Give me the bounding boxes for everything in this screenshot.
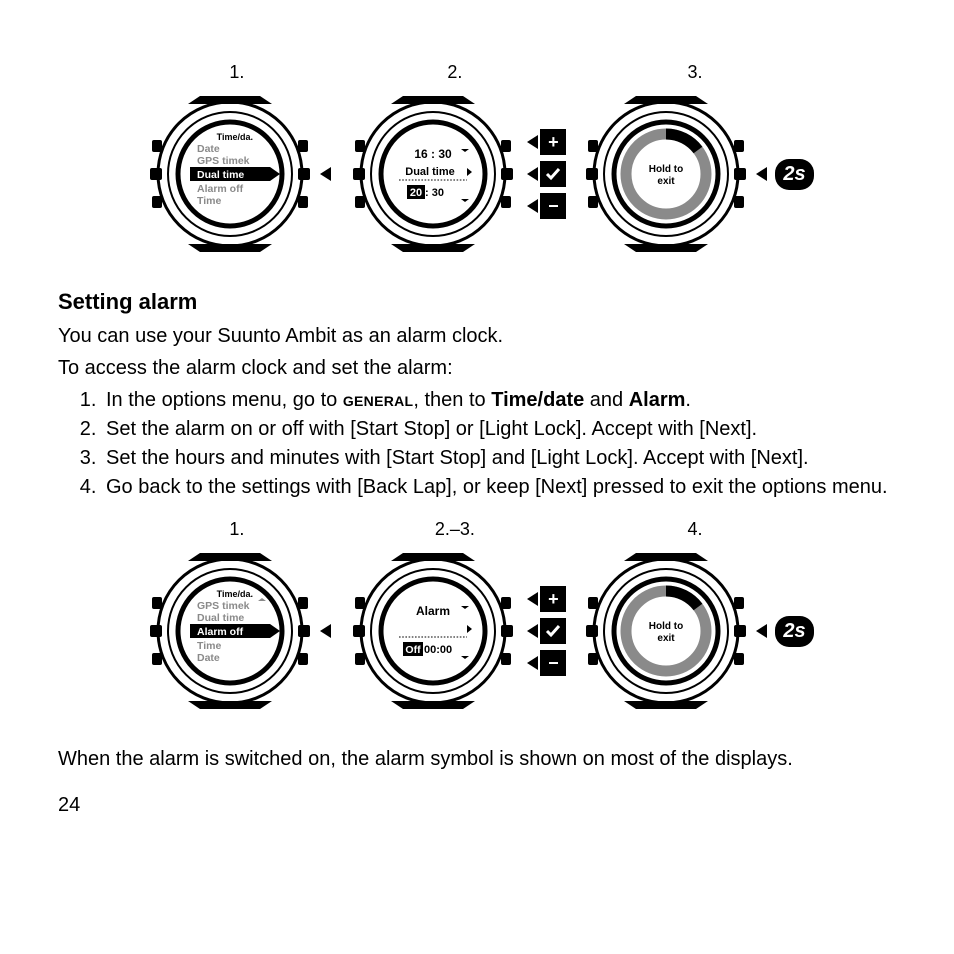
svg-text:Alarm: Alarm <box>416 604 450 618</box>
svg-text:20: 20 <box>410 187 422 199</box>
hold-duration-badge: 2s <box>775 159 813 190</box>
pointer-left-icon <box>756 167 767 181</box>
svg-text:Time/da.: Time/da. <box>217 589 253 599</box>
list-item: Set the alarm on or off with [Start Stop… <box>102 416 896 443</box>
figure-1-1: 1. <box>140 62 333 259</box>
figure-row-2: 1. <box>58 519 896 716</box>
watch-hold-exit: Hold to exit <box>576 89 756 259</box>
page-number: 24 <box>58 794 896 817</box>
hold-duration-badge: 2s <box>775 616 813 647</box>
section-heading: Setting alarm <box>58 289 896 315</box>
step-number: 1. <box>229 62 244 83</box>
figure-2-2: 2.–3. <box>343 519 566 716</box>
button-column: + − <box>527 129 566 219</box>
pointer-left-icon <box>527 592 538 606</box>
svg-text:Hold to: Hold to <box>649 164 683 175</box>
svg-text:exit: exit <box>658 633 676 644</box>
list-item: In the options menu, go to general, then… <box>102 387 896 414</box>
pointer-left-icon <box>756 624 767 638</box>
svg-text:Alarm off: Alarm off <box>197 626 244 638</box>
step-number: 1. <box>229 519 244 540</box>
step-number: 4. <box>687 519 702 540</box>
svg-text:Time: Time <box>197 640 221 652</box>
step-number: 3. <box>687 62 702 83</box>
watch-edit-alarm: Alarm Off 00:00 <box>343 546 523 716</box>
pointer-left-icon <box>320 167 331 181</box>
figure-2-3: 4. <box>576 519 813 716</box>
paragraph: To access the alarm clock and set the al… <box>58 355 896 381</box>
figure-row-1: 1. <box>58 62 896 259</box>
step-number: 2. <box>447 62 462 83</box>
button-column: + − <box>527 586 566 676</box>
step-number: 2.–3. <box>435 519 475 540</box>
watch-hold-exit: Hold to exit <box>576 546 756 716</box>
svg-text:Alarm off: Alarm off <box>197 183 244 195</box>
pointer-left-icon <box>527 135 538 149</box>
pointer-left-icon <box>527 624 538 638</box>
svg-text:16 : 30: 16 : 30 <box>415 147 453 161</box>
svg-text:GPS timek: GPS timek <box>197 155 250 167</box>
check-button-icon <box>540 618 566 644</box>
plus-button-icon: + <box>540 586 566 612</box>
paragraph: You can use your Suunto Ambit as an alar… <box>58 323 896 349</box>
svg-text:Date: Date <box>197 652 220 664</box>
svg-text:Date: Date <box>197 143 220 155</box>
list-item: Set the hours and minutes with [Start St… <box>102 445 896 472</box>
pointer-left-icon <box>527 167 538 181</box>
paragraph: When the alarm is switched on, the alarm… <box>58 746 896 772</box>
svg-text:Dual time: Dual time <box>197 169 244 181</box>
svg-text:Dual time: Dual time <box>197 612 244 624</box>
svg-text:Off: Off <box>406 644 422 656</box>
watch-menu: Time/da. GPS timek Dual time Alarm off T… <box>140 546 320 716</box>
minus-button-icon: − <box>540 193 566 219</box>
check-button-icon <box>540 161 566 187</box>
plus-button-icon: + <box>540 129 566 155</box>
manual-page: 1. <box>0 0 954 839</box>
instruction-list: In the options menu, go to general, then… <box>58 387 896 501</box>
list-item: Go back to the settings with [Back Lap],… <box>102 474 896 501</box>
svg-text:Hold to: Hold to <box>649 621 683 632</box>
pointer-left-icon <box>320 624 331 638</box>
figure-2-1: 1. <box>140 519 333 716</box>
figure-1-2: 2. <box>343 62 566 259</box>
svg-text:00:00: 00:00 <box>424 644 452 656</box>
figure-1-3: 3. <box>576 62 813 259</box>
watch-edit-time: 16 : 30 Dual time 20 : 30 <box>343 89 523 259</box>
svg-text:GPS timek: GPS timek <box>197 600 250 612</box>
minus-button-icon: − <box>540 650 566 676</box>
pointer-left-icon <box>527 199 538 213</box>
svg-text:Dual time: Dual time <box>406 166 456 178</box>
svg-text:: 30: : 30 <box>425 187 444 199</box>
pointer-left-icon <box>527 656 538 670</box>
svg-text:Time: Time <box>197 195 221 207</box>
svg-text:exit: exit <box>658 176 676 187</box>
watch-menu: Time/da. Date GPS timek Dual time Alarm … <box>140 89 320 259</box>
svg-text:Time/da.: Time/da. <box>217 132 253 142</box>
